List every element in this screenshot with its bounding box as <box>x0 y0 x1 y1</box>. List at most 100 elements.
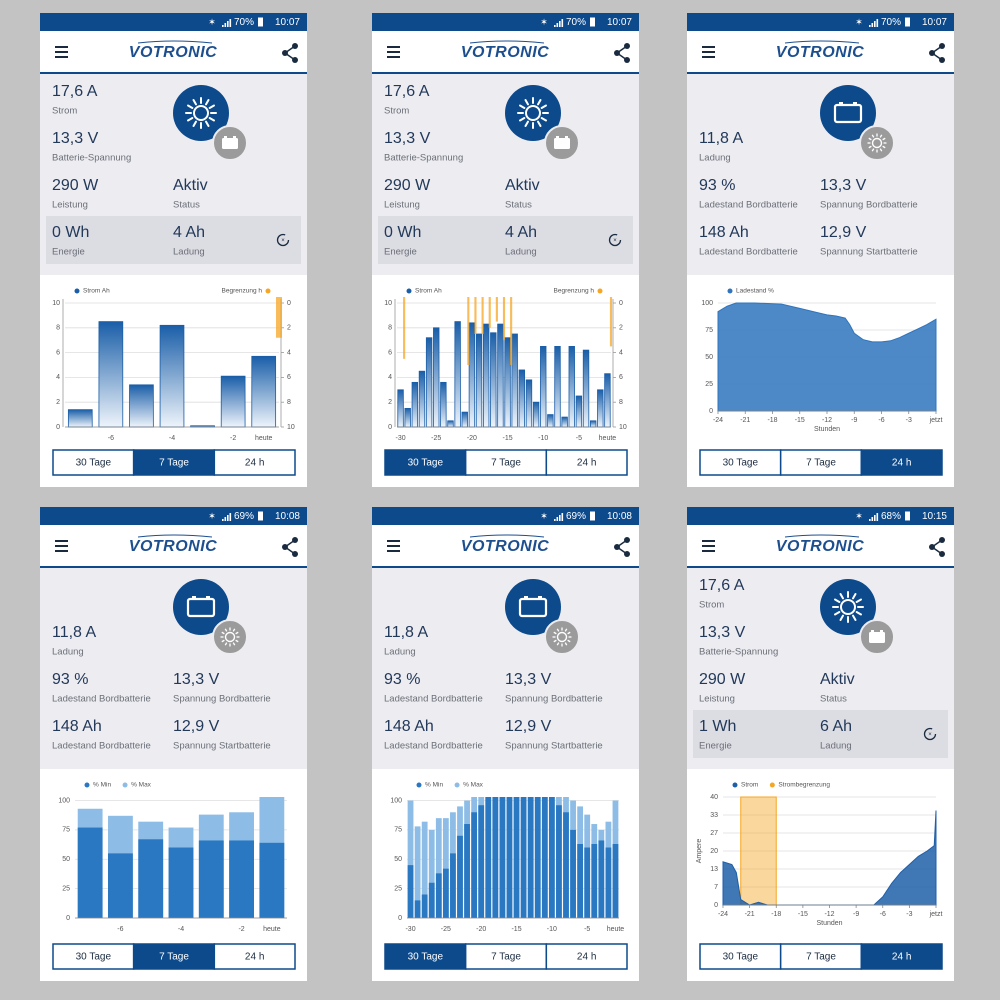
menu-button[interactable] <box>387 540 400 552</box>
menu-button[interactable] <box>702 540 715 552</box>
phone-screen: ✶ 69% 10:08 VOTRONIC 11,8 A Ladung 93 % Ladesta… <box>40 507 307 981</box>
share-button[interactable] <box>282 43 298 63</box>
y-tick-label: 2 <box>56 399 60 406</box>
reset-button[interactable]: × <box>923 727 937 741</box>
range-tab[interactable]: 30 Tage <box>52 449 135 476</box>
bar <box>442 818 449 918</box>
y-tick-label: 4 <box>388 374 392 381</box>
range-tab[interactable]: 24 h <box>213 449 296 476</box>
x-tick-label: heute <box>255 435 273 442</box>
range-tab[interactable]: 24 h <box>860 449 943 476</box>
tab-label: 7 Tage <box>806 458 836 469</box>
status-bar <box>687 507 954 525</box>
range-tab[interactable]: 7 Tage <box>132 943 216 970</box>
bar <box>612 843 619 918</box>
metric-label: Batterie-Spannung <box>52 153 131 164</box>
source-icon <box>505 579 561 635</box>
metric-value: 11,8 A <box>52 624 97 641</box>
reset-button[interactable]: × <box>276 233 290 247</box>
y-tick-label: 100 <box>58 797 70 804</box>
range-tab[interactable]: 24 h <box>860 943 943 970</box>
tab-label: 24 h <box>245 458 264 469</box>
metric-label: Spannung Bordbatterie <box>820 200 918 211</box>
range-tab[interactable]: 30 Tage <box>52 943 135 970</box>
metric-label: Spannung Startbatterie <box>820 247 918 258</box>
limit-bar <box>276 297 282 338</box>
metric-label: Ladung <box>820 741 852 752</box>
share-button[interactable] <box>929 537 945 557</box>
bar <box>461 411 468 428</box>
range-tab[interactable]: 7 Tage <box>779 449 863 476</box>
metric-label: Ladung <box>384 647 416 658</box>
source-icon <box>505 85 561 141</box>
metric-value: Aktiv <box>820 671 855 688</box>
secondary-icon <box>859 619 895 655</box>
share-button[interactable] <box>614 43 630 63</box>
legend-label: Strom Ah <box>83 288 110 295</box>
metric-value: 12,9 V <box>173 718 220 735</box>
status-bar <box>372 507 639 525</box>
range-tab[interactable]: 24 h <box>545 449 628 476</box>
menu-button[interactable] <box>702 46 715 58</box>
share-button[interactable] <box>614 537 630 557</box>
bar <box>404 407 411 428</box>
bar <box>556 805 562 918</box>
menu-button[interactable] <box>55 540 68 552</box>
logo: VOTRONIC <box>461 538 549 555</box>
range-tab[interactable]: 24 h <box>213 943 296 970</box>
battery-percent: 70% <box>566 17 586 28</box>
range-tab[interactable]: 7 Tage <box>464 449 548 476</box>
x-tick-label: -25 <box>441 926 451 933</box>
range-tab[interactable]: 30 Tage <box>384 943 467 970</box>
x-tick-label: -21 <box>745 911 755 918</box>
range-tab[interactable]: 7 Tage <box>132 449 216 476</box>
range-tab[interactable]: 7 Tage <box>464 943 548 970</box>
bar <box>499 797 506 918</box>
bar <box>532 401 540 428</box>
range-tab[interactable]: 7 Tage <box>779 943 863 970</box>
x-tick-label: heute <box>599 435 617 442</box>
battery-percent: 69% <box>566 511 586 522</box>
metric-label: Ladung <box>173 247 205 258</box>
bluetooth-icon: ✶ <box>208 17 216 27</box>
x-tick-label: -20 <box>467 435 477 442</box>
bar <box>598 840 605 918</box>
battery-icon <box>905 17 910 27</box>
limit-bar <box>502 297 506 341</box>
range-tab[interactable]: 24 h <box>545 943 628 970</box>
share-button[interactable] <box>282 537 298 557</box>
metric-value: 148 Ah <box>52 718 102 735</box>
metrics-panel <box>372 568 639 769</box>
tab-label: 7 Tage <box>806 952 836 963</box>
bar <box>604 373 611 428</box>
range-tab[interactable]: 30 Tage <box>384 449 467 476</box>
y2-tick-label: 8 <box>619 399 623 406</box>
reset-button[interactable]: × <box>608 233 622 247</box>
bluetooth-icon: ✶ <box>855 17 863 27</box>
range-tab[interactable]: 30 Tage <box>699 943 782 970</box>
legend-marker <box>454 782 460 788</box>
bar <box>497 323 504 428</box>
menu-button[interactable] <box>387 46 400 58</box>
range-tab[interactable]: 30 Tage <box>699 449 782 476</box>
tab-label: 30 Tage <box>723 952 759 963</box>
logo: VOTRONIC <box>461 44 549 61</box>
y-tick-label: 0 <box>66 915 70 922</box>
legend-marker <box>406 288 412 294</box>
metric-label: Leistung <box>699 694 735 705</box>
energy-row <box>46 216 301 264</box>
metric-value: 0 Wh <box>52 224 89 241</box>
menu-button[interactable] <box>55 46 68 58</box>
bar <box>591 843 598 918</box>
tab-label: 24 h <box>892 458 911 469</box>
share-button[interactable] <box>929 43 945 63</box>
battery-icon <box>258 511 263 521</box>
metric-value: 13,3 V <box>173 671 220 688</box>
y2-tick-label: 0 <box>287 300 291 307</box>
metric-value: 93 % <box>699 177 735 194</box>
battery-icon <box>905 511 910 521</box>
x-tick-label: -6 <box>117 926 123 933</box>
y-tick-label: 0 <box>398 915 402 922</box>
bar <box>397 389 404 428</box>
header-divider <box>687 72 954 74</box>
